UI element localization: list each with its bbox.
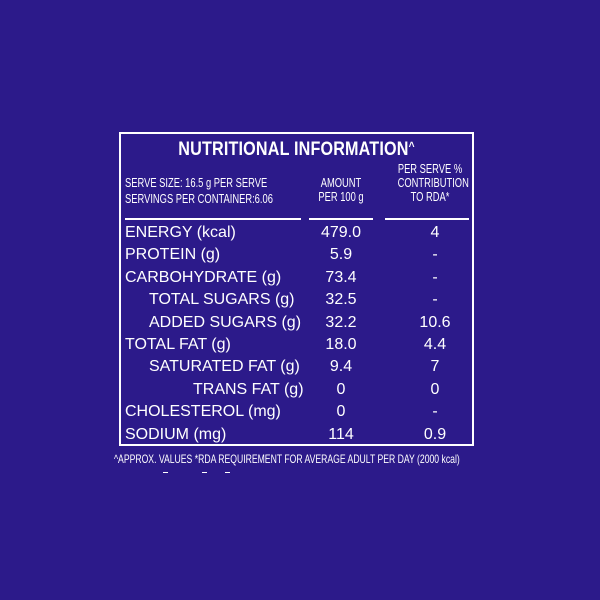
divider — [125, 218, 301, 220]
rda-value: 4 — [430, 224, 440, 241]
rda-value: - — [432, 403, 438, 421]
nutrient-label: TOTAL FAT (g) — [125, 336, 231, 353]
table-row: SODIUM (mg) 114 0.9 — [121, 424, 472, 446]
rda-value: 0.9 — [423, 425, 447, 443]
rda-header-line: PER SERVE % — [397, 161, 463, 176]
rda-value: 0 — [430, 380, 440, 398]
rda-header-line: CONTRIBUTION — [397, 175, 469, 190]
nutrient-label: SODIUM (mg) — [125, 425, 227, 443]
amount-value: 0 — [336, 380, 346, 398]
nutrition-table: NUTRITIONAL INFORMATION^ SERVE SIZE: 16.… — [119, 132, 474, 446]
nutrient-label: TRANS FAT (g) — [193, 380, 304, 398]
rda-header: PER SERVE % CONTRIBUTION TO RDA* — [397, 161, 469, 204]
approx-mark: ^ — [408, 139, 415, 153]
amount-header: AMOUNT PER 100 g — [312, 176, 370, 204]
table-row: CHOLESTEROL (mg) 0 - — [121, 401, 472, 423]
divider — [309, 218, 373, 220]
amount-header-line: AMOUNT — [320, 175, 362, 190]
amount-value: 9.4 — [329, 358, 353, 376]
rda-value: 10.6 — [419, 313, 451, 331]
title-text: NUTRITIONAL INFORMATION — [178, 139, 409, 160]
amount-value: 114 — [328, 425, 354, 443]
dash — [163, 472, 168, 473]
rda-value: - — [432, 291, 438, 309]
dash — [225, 472, 230, 473]
table-title: NUTRITIONAL INFORMATION^ — [147, 139, 445, 161]
table-row: TRANS FAT (g) 0 0 — [121, 379, 472, 401]
amount-value: 0 — [336, 403, 346, 421]
amount-value: 32.5 — [325, 291, 357, 309]
rda-value: - — [432, 246, 438, 264]
table-row: ENERGY (kcal) 479.0 4 — [121, 222, 472, 244]
servings-per-container: SERVINGS PER CONTAINER:6.06 — [125, 191, 273, 206]
rda-header-line: TO RDA* — [410, 189, 450, 204]
table-row: TOTAL FAT (g) 18.0 4.4 — [121, 334, 472, 356]
amount-value: 32.2 — [325, 313, 357, 331]
nutrient-label: ADDED SUGARS (g) — [149, 313, 302, 331]
serve-size: SERVE SIZE: 16.5 g PER SERVE — [125, 175, 268, 190]
amount-value: 18.0 — [325, 336, 357, 353]
rda-value: - — [432, 268, 438, 286]
nutrient-label: CARBOHYDRATE (g) — [125, 268, 282, 286]
nutrient-label: TOTAL SUGARS (g) — [149, 291, 295, 309]
amount-value: 73.4 — [325, 268, 357, 286]
table-row: CARBOHYDRATE (g) 73.4 - — [121, 267, 472, 289]
table-row: ADDED SUGARS (g) 32.2 10.6 — [121, 312, 472, 334]
rda-value: 4.4 — [423, 336, 447, 353]
table-row: TOTAL SUGARS (g) 32.5 - — [121, 289, 472, 311]
nutrient-label: PROTEIN (g) — [125, 246, 221, 264]
footnote: ^APPROX. VALUES *RDA REQUIREMENT FOR AVE… — [114, 452, 460, 466]
nutrient-label: ENERGY (kcal) — [125, 224, 236, 241]
dash — [202, 472, 207, 473]
table-row: SATURATED FAT (g) 9.4 7 — [121, 356, 472, 378]
rda-value: 7 — [430, 358, 440, 376]
amount-header-line: PER 100 g — [318, 189, 364, 204]
nutrient-label: SATURATED FAT (g) — [149, 358, 300, 376]
amount-value: 5.9 — [329, 246, 353, 264]
table-row: PROTEIN (g) 5.9 - — [121, 244, 472, 266]
divider — [385, 218, 469, 220]
nutrient-label: CHOLESTEROL (mg) — [125, 403, 281, 421]
amount-value: 479.0 — [320, 224, 362, 241]
